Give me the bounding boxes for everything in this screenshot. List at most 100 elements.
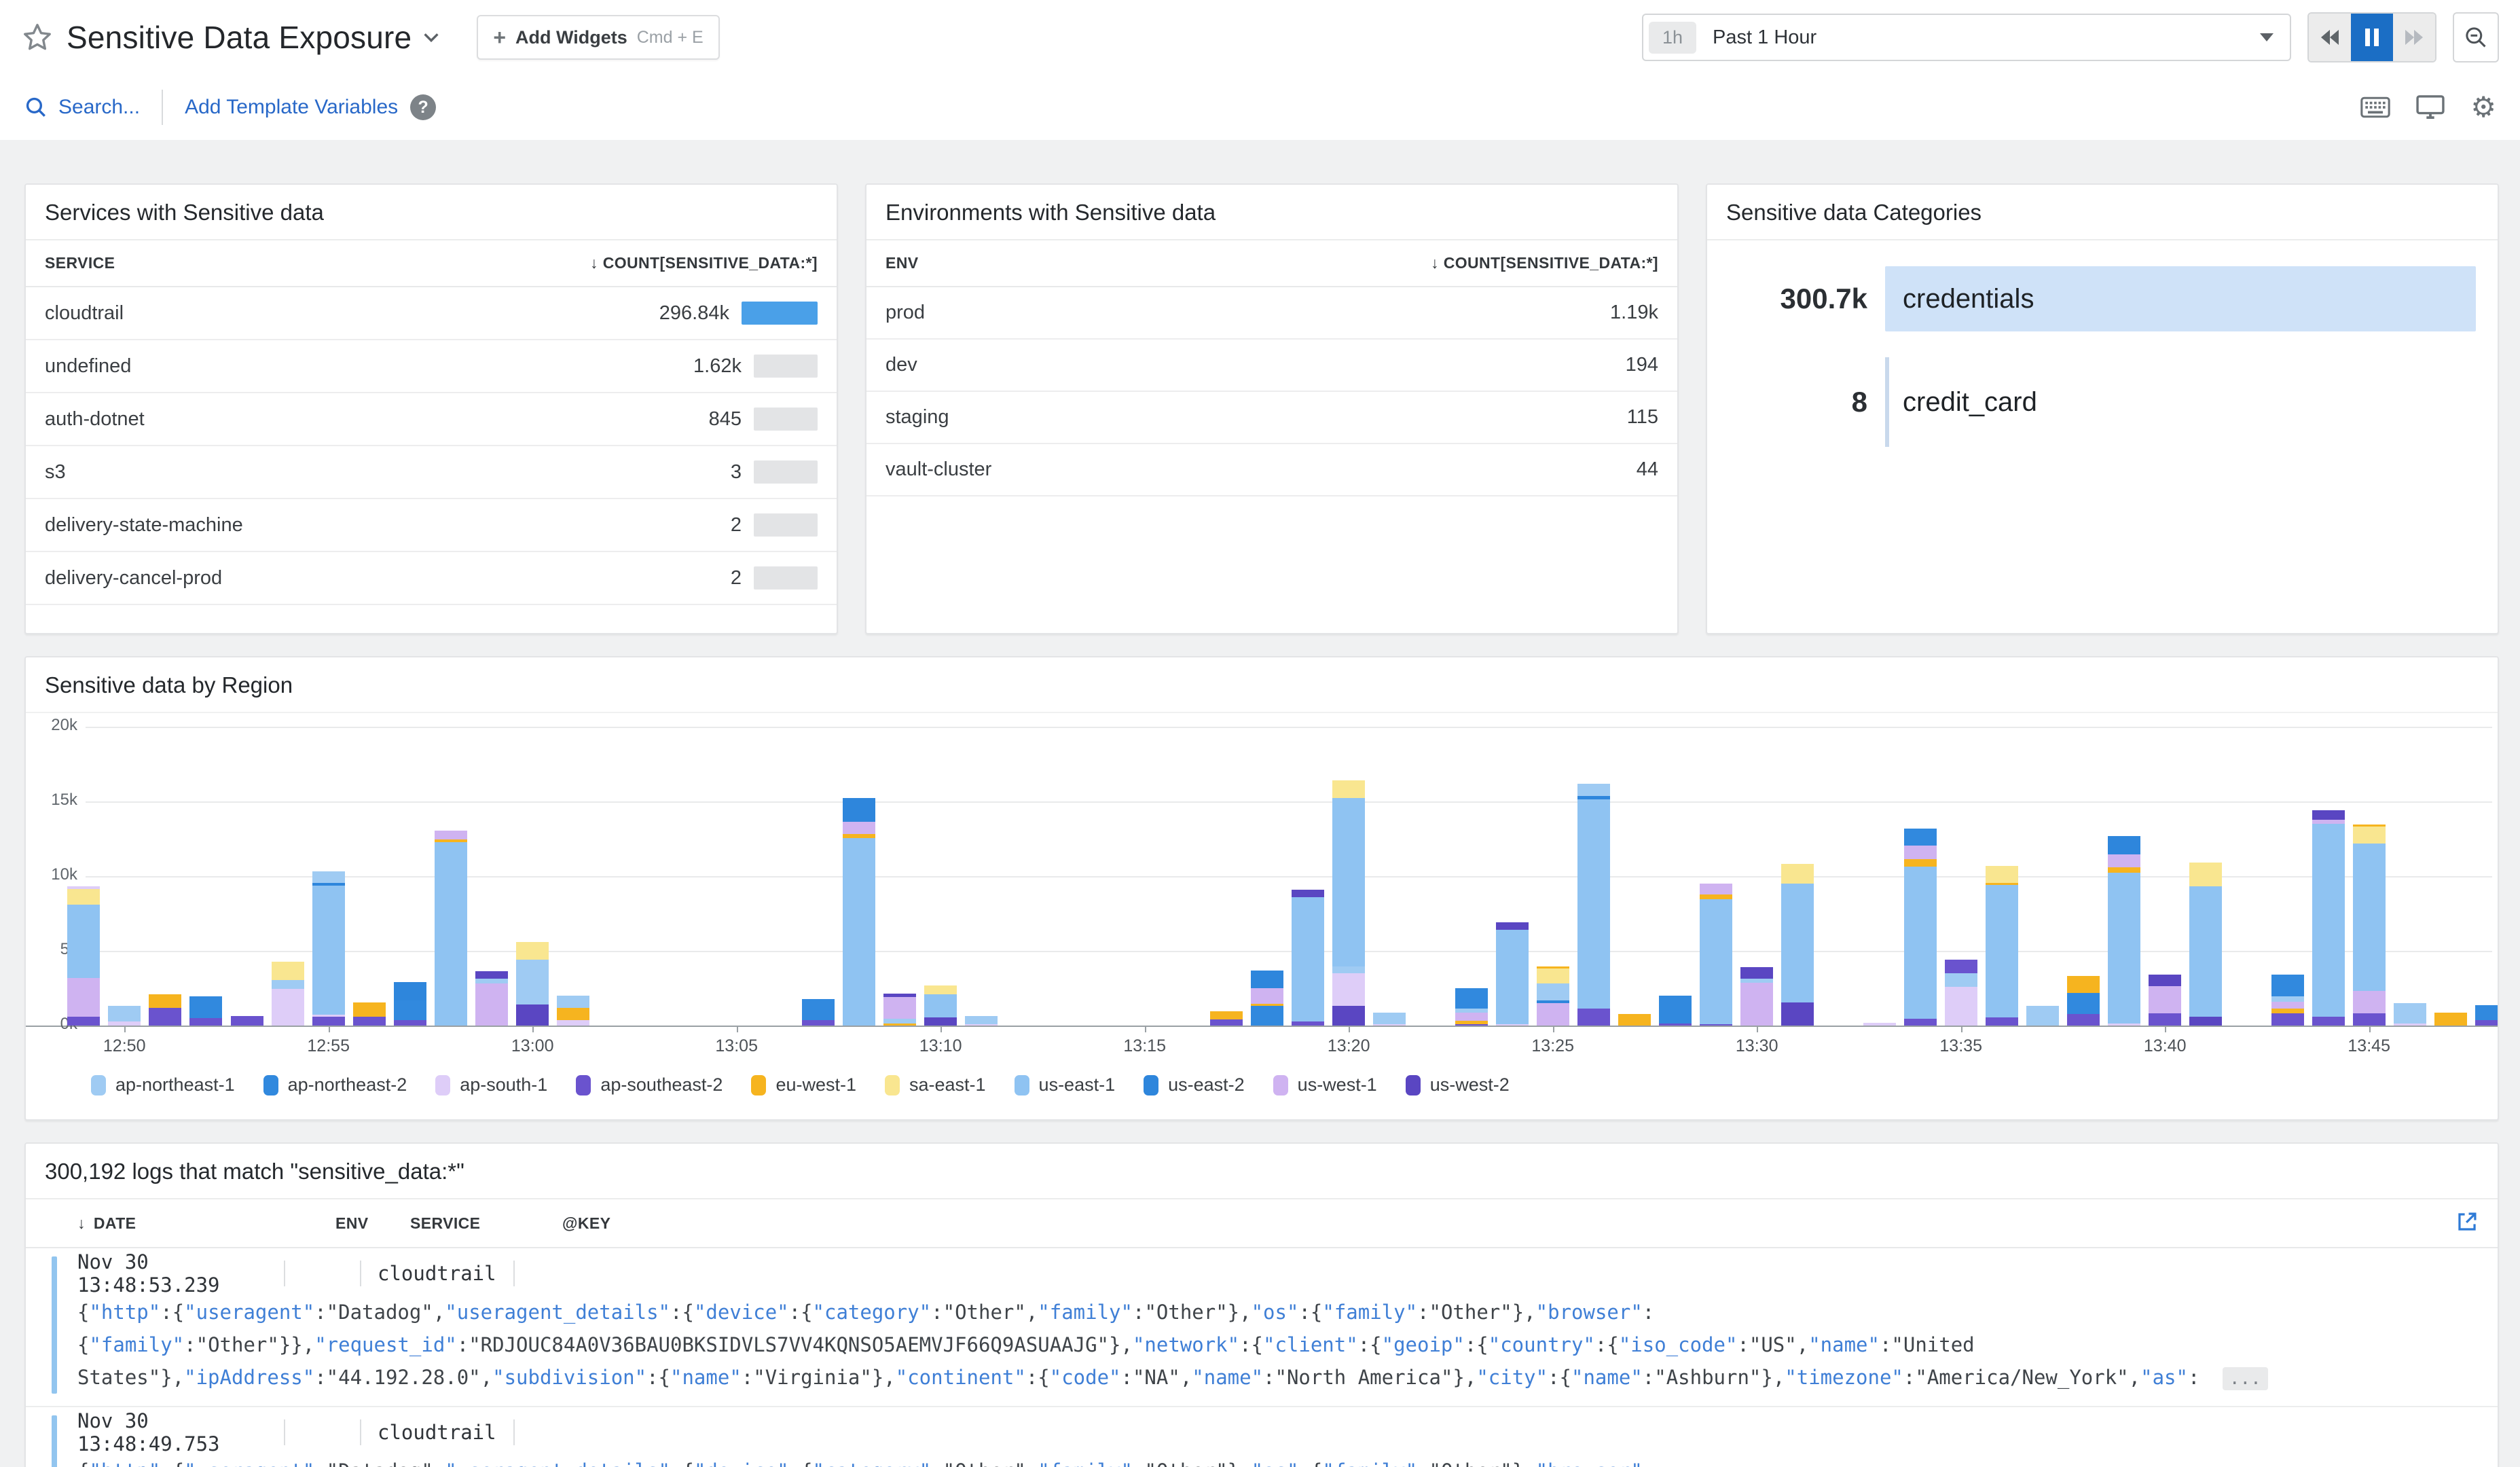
legend-item-ap-southeast-2[interactable]: ap-southeast-2 xyxy=(576,1074,723,1095)
logs-column-date[interactable]: ↓DATE xyxy=(26,1214,335,1233)
chart-bar-13:37[interactable] xyxy=(2026,1006,2059,1026)
legend-item-us-east-2[interactable]: us-east-2 xyxy=(1144,1074,1245,1095)
x-axis-tick xyxy=(941,1026,942,1032)
table-row[interactable]: undefined1.62k xyxy=(26,340,837,393)
keyboard-icon[interactable] xyxy=(2360,96,2390,118)
legend-item-ap-northeast-2[interactable]: ap-northeast-2 xyxy=(263,1074,407,1095)
chart-bar-13:07[interactable] xyxy=(802,999,835,1026)
chart-bar-13:34[interactable] xyxy=(1904,829,1937,1026)
table-row[interactable]: dev194 xyxy=(866,339,1677,391)
chart-bar-13:31[interactable] xyxy=(1781,864,1814,1026)
legend-item-ap-northeast-1[interactable]: ap-northeast-1 xyxy=(91,1074,235,1095)
open-in-new-icon[interactable] xyxy=(2455,1210,2479,1233)
chart-bar-13:41[interactable] xyxy=(2189,863,2222,1026)
table-row[interactable]: auth-dotnet845 xyxy=(26,393,837,446)
table-row[interactable]: vault-cluster44 xyxy=(866,443,1677,496)
table-row[interactable]: delivery-state-machine2 xyxy=(26,499,837,551)
add-template-variables-link[interactable]: Add Template Variables xyxy=(185,96,398,119)
column-header-count[interactable]: ↓ COUNT[SENSITIVE_DATA:*] xyxy=(1152,240,1677,287)
logs-column-service[interactable]: SERVICE xyxy=(410,1214,562,1233)
log-entry[interactable]: Nov 30 13:48:49.753cloudtrail{"http":{"u… xyxy=(26,1407,2498,1467)
bar-segment-ap-southeast-2 xyxy=(1292,1021,1324,1026)
chart-bar-13:38[interactable] xyxy=(2067,976,2100,1026)
chart-bar-12:50[interactable] xyxy=(108,1006,141,1026)
column-header-env[interactable]: ENV xyxy=(866,240,1152,287)
chart-bar-12:51[interactable] xyxy=(149,994,181,1026)
table-row[interactable]: staging115 xyxy=(866,391,1677,443)
pause-button[interactable] xyxy=(2351,14,2393,61)
chart-bar-13:23[interactable] xyxy=(1455,988,1488,1026)
chart-bar-13:26[interactable] xyxy=(1577,784,1610,1026)
chart-bar-13:09[interactable] xyxy=(883,994,916,1026)
legend-item-eu-west-1[interactable]: eu-west-1 xyxy=(751,1074,856,1095)
chart-bar-13:21[interactable] xyxy=(1373,1013,1406,1026)
chart-bar-13:40[interactable] xyxy=(2149,975,2181,1026)
chart-bar-13:47[interactable] xyxy=(2434,1013,2467,1026)
legend-item-sa-east-1[interactable]: sa-east-1 xyxy=(885,1074,986,1095)
truncation-ellipsis[interactable]: ... xyxy=(2223,1367,2268,1390)
logs-column-env[interactable]: ENV xyxy=(335,1214,410,1233)
chart-bar-13:30[interactable] xyxy=(1740,967,1773,1026)
chart-bar-12:55[interactable] xyxy=(312,871,345,1026)
chart-bar-13:29[interactable] xyxy=(1700,884,1732,1026)
legend-item-us-east-1[interactable]: us-east-1 xyxy=(1015,1074,1116,1095)
chart-bar-13:28[interactable] xyxy=(1659,996,1692,1026)
chart-bar-12:53[interactable] xyxy=(231,1016,263,1026)
bar-segment-us-west-1 xyxy=(1251,988,1283,1004)
chart-bar-13:11[interactable] xyxy=(965,1016,998,1026)
chart-bar-13:44[interactable] xyxy=(2312,810,2345,1026)
fast-forward-button[interactable] xyxy=(2393,14,2435,61)
search-link[interactable]: Search... xyxy=(24,96,140,119)
chart-bar-13:01[interactable] xyxy=(557,996,589,1026)
chart-bar-13:46[interactable] xyxy=(2394,1003,2426,1026)
chart-bar-12:59[interactable] xyxy=(475,971,508,1026)
chart-bar-13:24[interactable] xyxy=(1496,922,1529,1026)
chart-bar-12:56[interactable] xyxy=(353,1002,386,1026)
chevron-down-icon[interactable] xyxy=(421,27,441,48)
chart-bar-13:33[interactable] xyxy=(1863,1023,1896,1026)
chart-bar-13:27[interactable] xyxy=(1618,1014,1651,1026)
monitor-icon[interactable] xyxy=(2416,95,2445,120)
chart-bar-12:57[interactable] xyxy=(394,982,426,1026)
table-row[interactable]: prod1.19k xyxy=(866,287,1677,339)
chart-bar-13:08[interactable] xyxy=(843,798,875,1026)
star-icon[interactable] xyxy=(22,22,53,53)
legend-item-ap-south-1[interactable]: ap-south-1 xyxy=(435,1074,547,1095)
chart-bar-13:18[interactable] xyxy=(1251,971,1283,1026)
chart-bar-13:36[interactable] xyxy=(1986,866,2018,1026)
column-header-service[interactable]: SERVICE xyxy=(26,240,407,287)
table-row[interactable]: delivery-cancel-prod2 xyxy=(26,551,837,604)
table-row[interactable]: cloudtrail296.84k xyxy=(26,287,837,340)
legend-item-us-west-1[interactable]: us-west-1 xyxy=(1273,1074,1377,1095)
rewind-button[interactable] xyxy=(2309,14,2351,61)
chart-bar-13:20[interactable] xyxy=(1332,780,1365,1026)
table-row[interactable]: s33 xyxy=(26,446,837,499)
chart-bar-13:43[interactable] xyxy=(2271,975,2304,1026)
chart-bar-12:54[interactable] xyxy=(272,962,304,1026)
column-header-count[interactable]: ↓ COUNT[SENSITIVE_DATA:*] xyxy=(407,240,837,287)
gear-icon[interactable]: ⚙ xyxy=(2470,93,2496,122)
chart-bar-13:17[interactable] xyxy=(1210,1011,1243,1026)
category-row[interactable]: 300.7kcredentials xyxy=(1726,266,2476,331)
env-count-cell: 115 xyxy=(1152,391,1677,443)
chart-bar-13:39[interactable] xyxy=(2108,836,2140,1026)
count-bar xyxy=(754,513,818,537)
chart-bar-13:48[interactable] xyxy=(2475,1005,2499,1026)
category-row[interactable]: 8credit_card xyxy=(1726,369,2476,435)
chart-bar-13:10[interactable] xyxy=(924,985,957,1026)
chart-bar-12:52[interactable] xyxy=(189,996,222,1026)
time-range-select[interactable]: 1h Past 1 Hour xyxy=(1642,14,2291,61)
chart-bar-13:25[interactable] xyxy=(1537,966,1569,1026)
chart-bar-13:45[interactable] xyxy=(2353,825,2386,1026)
chart-bar-13:35[interactable] xyxy=(1945,960,1977,1026)
chart-bar-12:49[interactable] xyxy=(67,886,100,1026)
chart-bar-13:19[interactable] xyxy=(1292,890,1324,1026)
chart-bar-13:00[interactable] xyxy=(516,942,549,1026)
chart-bar-12:58[interactable] xyxy=(435,831,467,1026)
help-icon[interactable]: ? xyxy=(410,94,436,120)
zoom-out-button[interactable] xyxy=(2453,12,2499,62)
log-entry[interactable]: Nov 30 13:48:53.239cloudtrail{"http":{"u… xyxy=(26,1248,2498,1407)
logs-column-key[interactable]: @KEY xyxy=(562,1214,2498,1233)
legend-item-us-west-2[interactable]: us-west-2 xyxy=(1406,1074,1510,1095)
add-widgets-button[interactable]: + Add Widgets Cmd + E xyxy=(477,15,719,60)
